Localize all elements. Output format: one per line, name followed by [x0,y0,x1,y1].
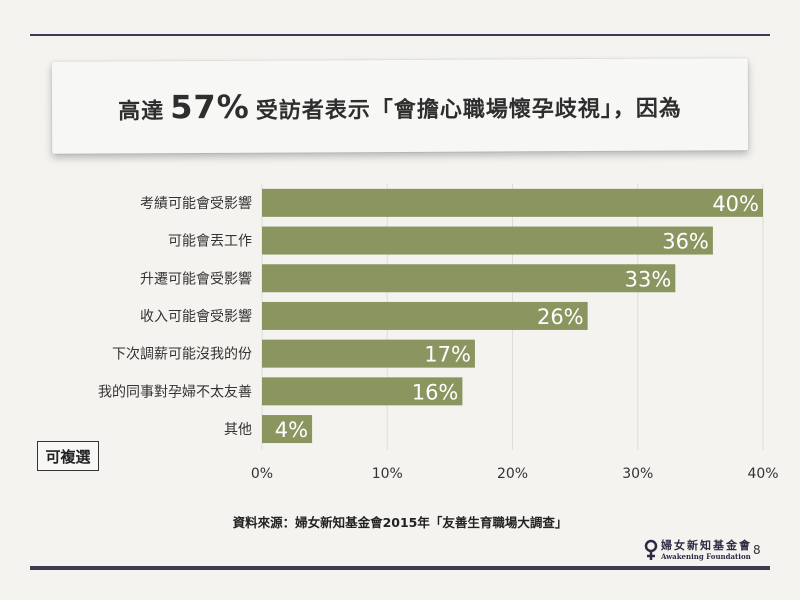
category-label-0: 考績可能會受影響 [140,195,252,212]
value-label-3: 26% [537,305,584,329]
category-label-5: 我的同事對孕婦不太友善 [98,383,252,400]
bar-0 [262,188,763,217]
bar-2 [262,264,676,293]
logo-english: Awakening Foundation [661,552,751,561]
x-tick-label-2: 20% [497,466,528,482]
value-label-6: 4% [275,418,308,442]
value-label-2: 33% [625,267,672,291]
x-tick-label-4: 40% [747,466,778,482]
category-label-3: 收入可能會受影響 [140,308,252,325]
multiple-choice-badge: 可複選 [37,441,99,471]
x-tick-label-0: 0% [251,466,273,482]
category-label-1: 可能會丟工作 [168,234,252,250]
value-label-1: 36% [662,230,709,254]
value-label-4: 17% [424,343,471,367]
bar-4 [262,339,475,368]
x-tick-label-3: 30% [622,466,653,482]
bar-1 [262,226,713,255]
category-label-6: 其他 [224,422,252,438]
bar-5 [262,377,463,406]
value-label-0: 40% [712,192,759,216]
value-label-5: 16% [412,380,459,404]
venus-icon [644,539,658,560]
source-note: 資料來源：婦女新知基金會2015年「友善生育職場大調查」 [232,515,568,530]
bottom-rule [30,566,770,570]
category-label-2: 升遷可能會受影響 [140,270,252,287]
logo-chinese: 婦女新知基金會 [661,539,752,552]
x-tick-label-1: 10% [372,466,403,482]
bar-3 [262,301,588,330]
category-label-4: 下次調薪可能沒我的份 [112,346,252,363]
bar-6 [262,415,313,444]
logo: 婦女新知基金會 Awakening Foundation [643,537,763,567]
top-rule [30,34,770,36]
page-number: 8 [753,543,761,557]
